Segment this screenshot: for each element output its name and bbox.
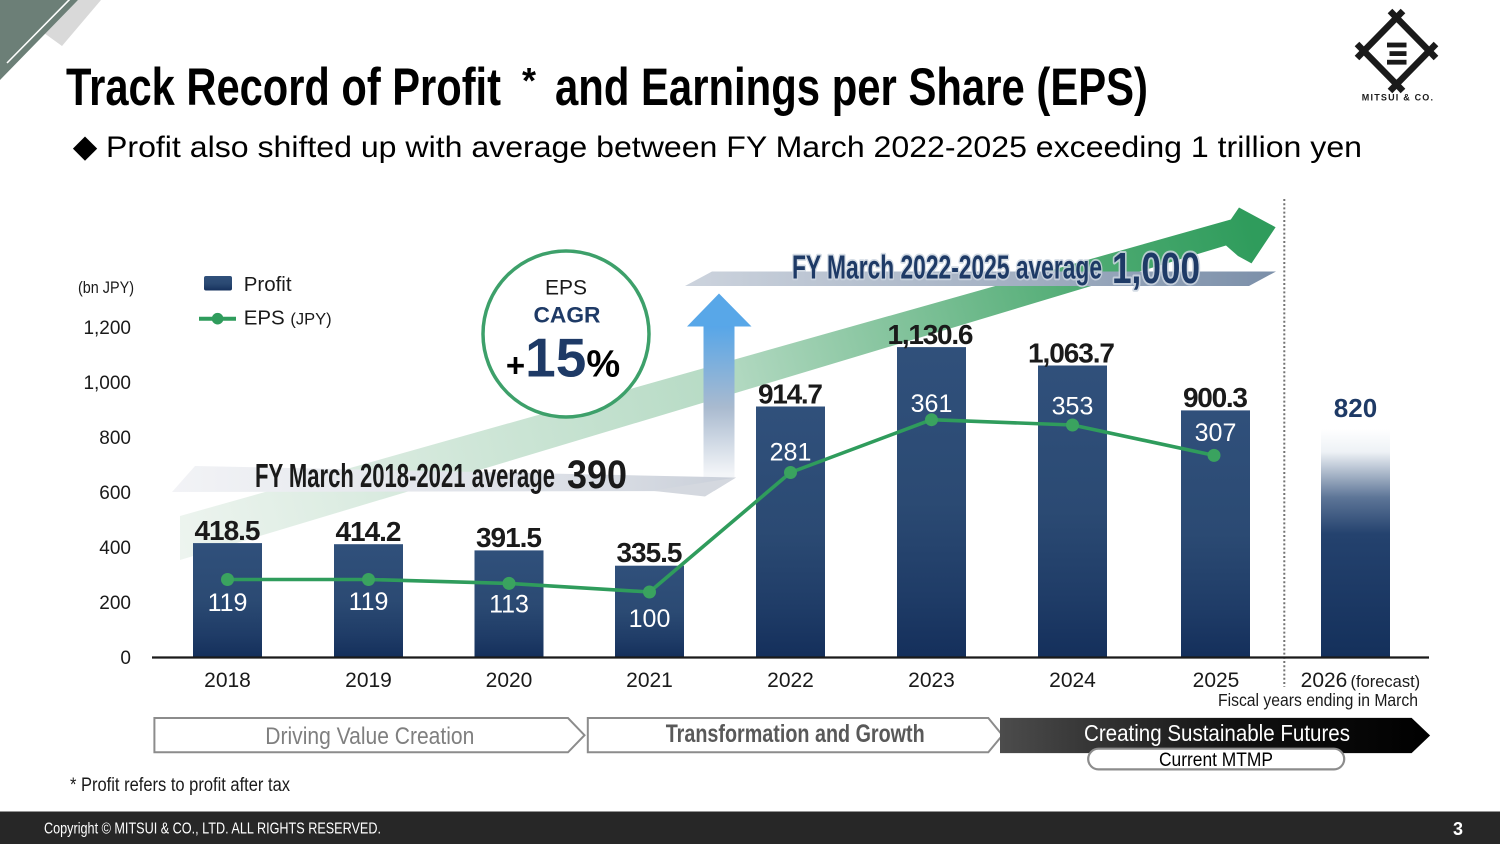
svg-text:FY March 2018-2021 average: FY March 2018-2021 average xyxy=(255,457,555,494)
svg-text:Copyright © MITSUI & CO., LTD.: Copyright © MITSUI & CO., LTD. ALL RIGHT… xyxy=(44,821,381,838)
svg-text:2021: 2021 xyxy=(626,669,673,692)
svg-text:Transformation and Growth: Transformation and Growth xyxy=(666,720,925,748)
svg-text:MITSUI & CO.: MITSUI & CO. xyxy=(1362,93,1434,103)
svg-text:390: 390 xyxy=(567,453,627,497)
svg-text:(forecast): (forecast) xyxy=(1351,673,1421,691)
svg-text:*: * xyxy=(522,60,536,101)
svg-text:307: 307 xyxy=(1195,419,1237,447)
svg-text:2025: 2025 xyxy=(1193,669,1240,692)
svg-text:391.5: 391.5 xyxy=(476,522,542,553)
svg-text:+15%: +15% xyxy=(506,327,620,389)
svg-text:800: 800 xyxy=(99,428,131,449)
svg-text:CAGR: CAGR xyxy=(534,303,601,328)
svg-text:2023: 2023 xyxy=(908,669,955,692)
svg-text:Creating Sustainable Futures: Creating Sustainable Futures xyxy=(1084,720,1350,746)
svg-text:400: 400 xyxy=(99,538,131,559)
svg-text:119: 119 xyxy=(208,589,248,617)
svg-text:3: 3 xyxy=(1453,819,1463,839)
svg-text:119: 119 xyxy=(349,588,389,616)
svg-text:Current MTMP: Current MTMP xyxy=(1159,750,1273,771)
svg-text:353: 353 xyxy=(1052,393,1094,421)
svg-text:2022: 2022 xyxy=(767,669,814,692)
svg-text:1,130.6: 1,130.6 xyxy=(888,319,974,350)
svg-text:Track Record of Profit: Track Record of Profit xyxy=(66,58,501,117)
svg-text:361: 361 xyxy=(911,390,953,418)
svg-text:Fiscal years ending in March: Fiscal years ending in March xyxy=(1218,690,1418,710)
svg-text:1,200: 1,200 xyxy=(83,318,131,339)
svg-text:2026: 2026 xyxy=(1301,669,1348,692)
svg-text:Profit: Profit xyxy=(244,273,292,296)
svg-text:1,000: 1,000 xyxy=(83,373,131,394)
svg-text:1,000: 1,000 xyxy=(1112,244,1200,293)
svg-text:EPS: EPS xyxy=(545,277,587,300)
svg-text:2018: 2018 xyxy=(204,669,251,692)
svg-text:600: 600 xyxy=(99,483,131,504)
svg-text:2024: 2024 xyxy=(1049,669,1096,692)
svg-text:FY March 2022-2025 average: FY March 2022-2025 average xyxy=(792,249,1102,286)
svg-text:281: 281 xyxy=(770,439,812,467)
svg-text:(bn JPY): (bn JPY) xyxy=(78,278,134,297)
svg-text:0: 0 xyxy=(120,648,131,669)
svg-text:414.2: 414.2 xyxy=(336,516,402,547)
svg-text:1,063.7: 1,063.7 xyxy=(1028,338,1115,369)
svg-text:1,000: 1,000 xyxy=(1112,244,1200,293)
svg-text:2020: 2020 xyxy=(486,669,533,692)
svg-text:and Earnings per Share (EPS): and Earnings per Share (EPS) xyxy=(555,58,1148,117)
svg-text:418.5: 418.5 xyxy=(195,515,261,546)
svg-text:820: 820 xyxy=(1334,393,1377,423)
svg-text:FY March 2022-2025 average: FY March 2022-2025 average xyxy=(792,249,1102,286)
svg-text:113: 113 xyxy=(489,591,529,619)
svg-text:EPS (JPY): EPS (JPY) xyxy=(244,307,332,330)
svg-text:100: 100 xyxy=(629,605,671,633)
svg-text:200: 200 xyxy=(99,593,131,614)
svg-text:* Profit refers to profit afte: * Profit refers to profit after tax xyxy=(70,775,290,796)
svg-text:2019: 2019 xyxy=(345,669,392,692)
svg-text:914.7: 914.7 xyxy=(758,379,823,410)
svg-text:335.5: 335.5 xyxy=(617,537,683,568)
svg-text:900.3: 900.3 xyxy=(1183,382,1248,413)
svg-text:Driving Value Creation: Driving Value Creation xyxy=(265,723,474,750)
svg-text:Profit also shifted up with av: Profit also shifted up with average betw… xyxy=(106,131,1362,164)
